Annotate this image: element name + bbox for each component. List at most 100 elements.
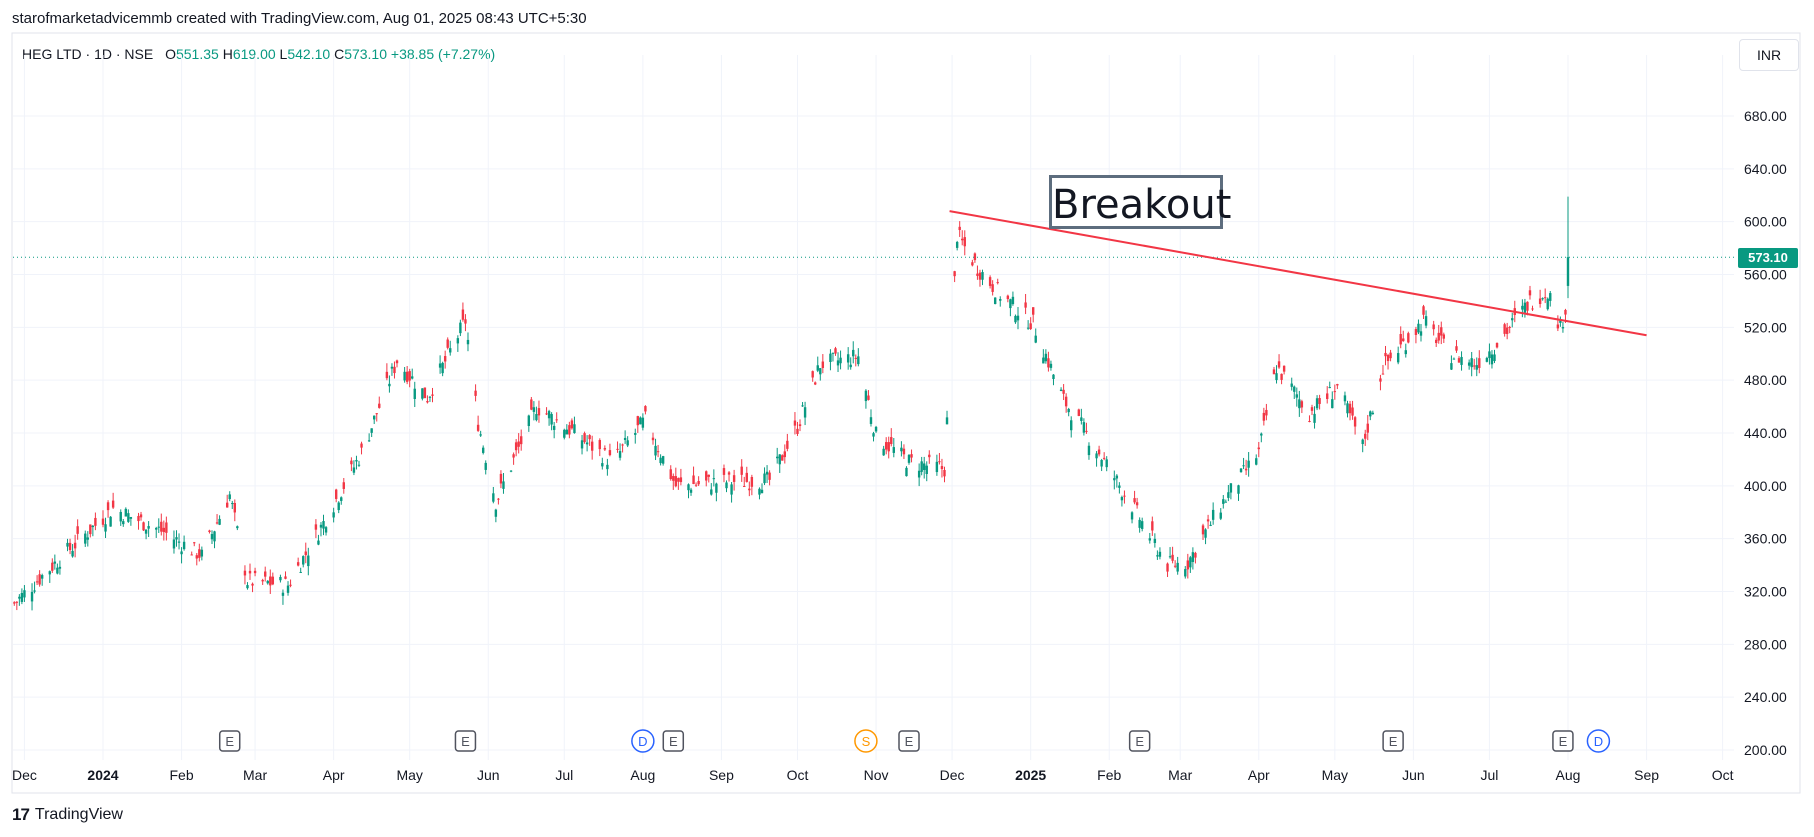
candle-body [943,469,946,477]
candle-body [1227,492,1230,498]
candle-body [568,425,571,435]
candle-body [479,434,482,436]
event-marker-label: D [1594,734,1603,749]
event-marker-e[interactable]: E [1382,730,1404,752]
event-marker-label: D [638,734,647,749]
candle-body [71,550,74,557]
candle-body [84,533,87,544]
event-marker-e[interactable]: E [662,730,685,752]
candle-body [1171,554,1174,561]
candle-body [155,527,158,530]
candle-body [1432,324,1435,330]
candle-body [514,442,518,451]
candle-body [1173,565,1177,567]
candle-body [18,596,21,599]
candle-body [1024,302,1027,308]
candle-body [253,570,257,574]
candle-body [340,497,343,501]
candle-body [1260,433,1263,436]
x-tick-label: Mar [1168,767,1192,783]
candle-body [705,471,708,481]
candle-body [1211,509,1215,520]
candle-body [588,435,591,440]
candle-body [654,445,657,456]
candle-body [1062,389,1065,394]
candle-body [1495,342,1499,348]
candle-body [601,463,604,467]
event-marker-e[interactable]: E [218,730,241,752]
candle-body [1379,378,1382,382]
event-marker-e[interactable]: E [454,730,477,752]
x-tick-label: Dec [12,767,37,783]
candle-body [1348,403,1352,414]
candle-body [798,424,802,427]
candle-body [403,371,406,381]
currency-button[interactable]: INR [1739,39,1799,71]
candle-body [35,581,39,583]
candle-body [1564,309,1567,315]
candle-body [492,493,495,502]
candle-body [1113,478,1116,481]
candle-body [248,570,252,574]
candle-body [129,517,133,519]
event-marker-e[interactable]: E [1552,730,1574,752]
candle-body [1470,358,1473,368]
x-tick-label: Jun [477,767,500,783]
candle-body [337,502,340,511]
event-marker-e[interactable]: E [898,730,920,752]
candle-body [1442,334,1446,339]
event-marker-frame [662,730,685,752]
candle-body [385,371,389,379]
event-marker-label: E [905,734,914,749]
candle-body [175,537,178,540]
breakout-annotation[interactable]: Breakout [1049,175,1231,229]
candle-body [89,524,92,535]
candle-body [446,339,449,348]
event-marker-e[interactable]: E [1128,730,1151,752]
candle-body [727,472,731,475]
candle-body [512,454,515,458]
candle-body [236,526,239,529]
candle-body [423,387,427,399]
event-marker-label: E [1559,734,1568,749]
event-marker-d[interactable]: D [1586,729,1611,753]
tradingview-brand[interactable]: 17 TradingView [12,805,123,825]
candle-body [142,522,145,531]
event-marker-d[interactable]: D [631,729,655,753]
x-tick-label: May [396,767,422,783]
candle-body [299,571,302,573]
candle-body [1130,512,1134,520]
candle-body [1526,301,1529,311]
candle-body [1244,468,1248,471]
candle-body [1366,423,1369,433]
candle-body [266,580,269,584]
event-marker-s[interactable]: S [854,729,878,753]
trendline-layer [13,210,1736,337]
event-marker-frame [1128,730,1151,752]
event-marker-frame [631,729,655,753]
candle-body [261,579,264,582]
candle-body [1455,346,1458,351]
candle-body [334,489,338,499]
candle-body [1229,483,1233,493]
candle-body [626,440,629,446]
candle-body [973,253,977,261]
candle-body [94,517,97,526]
candle-body [651,437,655,441]
candle-body [53,561,57,564]
candle-body [1014,315,1017,323]
candle-body [182,541,186,550]
candle-body [160,521,163,532]
candle-body [1209,524,1212,526]
candle-body [269,576,272,586]
candle-body [1262,412,1266,421]
candle-body [122,521,125,525]
candle-body [1528,290,1532,296]
candle-body [674,476,678,487]
x-tick-label: Jul [555,767,573,783]
candle-body [198,549,201,558]
candle-body [532,407,536,412]
candle-body [1082,422,1086,433]
candle-body [332,512,335,518]
